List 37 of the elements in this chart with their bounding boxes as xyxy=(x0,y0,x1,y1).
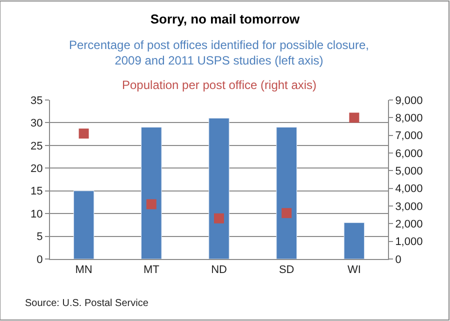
y-tick-label: 35 xyxy=(30,94,43,107)
y2-tick-label: 4,000 xyxy=(395,183,423,196)
point xyxy=(78,128,89,139)
point xyxy=(146,199,156,210)
source-note: Source: U.S. Postal Service xyxy=(25,298,149,309)
bar xyxy=(73,190,94,259)
y-tick-label: 10 xyxy=(30,208,43,220)
bar xyxy=(141,127,162,259)
y-tick-label: 20 xyxy=(30,162,43,175)
bar xyxy=(208,118,230,259)
y2-tick-label: 3,000 xyxy=(395,200,423,213)
y-tick-label: 5 xyxy=(36,231,43,244)
text: Percentage of post offices identified for possible closure, 2009 and 2011 USPS studies (left axis) xyxy=(69,38,369,68)
y2-tick-label: 1,000 xyxy=(395,236,423,248)
x-tick-label: WI xyxy=(347,264,361,276)
y2-tick-label: 6,000 xyxy=(395,148,423,160)
y2-tick-label: 2,000 xyxy=(395,218,423,231)
x-tick-label: MT xyxy=(143,264,160,276)
y2-tick-label: 8,000 xyxy=(395,112,423,125)
y2-tick-label: 5,000 xyxy=(395,166,423,178)
chart-title: Sorry, no mail tomorrow xyxy=(150,12,301,27)
y2-tick-label: 7,000 xyxy=(395,130,423,142)
y2-tick-label: 9,000 xyxy=(395,94,423,107)
x-tick-label: MN xyxy=(75,264,92,276)
text: Population per post office (right axis) xyxy=(122,78,317,92)
y-tick-label: 30 xyxy=(30,118,43,130)
y-tick-label: 0 xyxy=(36,254,43,266)
point xyxy=(214,213,224,224)
bar xyxy=(276,127,297,259)
y-tick-label: 15 xyxy=(30,186,43,198)
x-tick-label: SD xyxy=(278,264,294,276)
y-tick-label: 25 xyxy=(30,140,43,152)
y2-tick-label: 0 xyxy=(395,254,402,266)
x-tick-label: ND xyxy=(211,264,227,276)
point xyxy=(349,112,360,123)
point xyxy=(282,208,292,218)
bar xyxy=(344,222,365,259)
